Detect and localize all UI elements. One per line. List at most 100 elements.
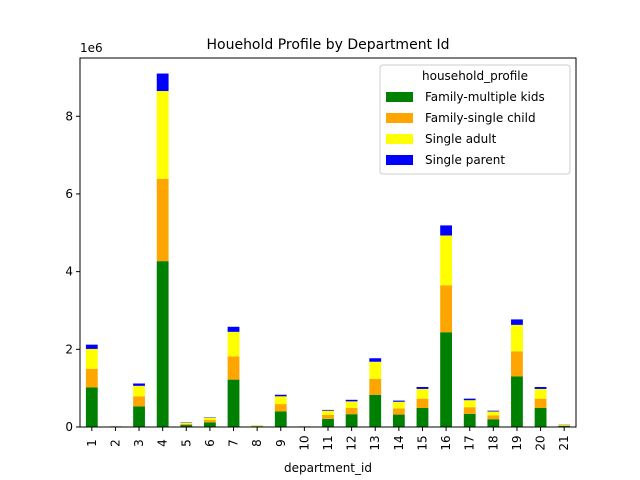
bar-segment	[227, 379, 240, 427]
bar-segment	[534, 388, 547, 399]
bar-segment	[440, 285, 452, 333]
x-tick-label: 9	[274, 439, 288, 447]
bar-segment	[345, 407, 358, 415]
bar-segment	[487, 411, 500, 416]
bar-segment	[85, 344, 98, 349]
x-tick-label: 20	[534, 435, 548, 450]
x-tick-label: 1	[85, 439, 99, 447]
bar-segment	[133, 385, 145, 397]
bar-segment	[85, 348, 98, 369]
bar-segment	[463, 407, 476, 414]
bar-segment	[274, 404, 287, 412]
bar-segment	[345, 414, 358, 427]
x-tick-label: 7	[227, 439, 241, 447]
bar-segment	[322, 418, 334, 427]
bar-segment	[369, 394, 382, 427]
bar-segment	[416, 386, 429, 389]
bar-segment	[369, 361, 382, 379]
x-tick-label: 8	[250, 439, 264, 447]
bar-segment	[204, 420, 216, 423]
bar-segment	[156, 261, 169, 427]
bar-segment	[440, 235, 452, 286]
bar-segment	[534, 398, 547, 408]
bar-segment	[133, 383, 145, 386]
legend-label: Single parent	[425, 153, 505, 167]
x-tick-label: 3	[132, 439, 146, 447]
bar-segment	[345, 399, 358, 402]
bar-segment	[534, 386, 547, 389]
x-tick-label: 10	[297, 435, 311, 450]
bar-segment	[534, 407, 547, 427]
legend-label: Family-single child	[425, 111, 536, 125]
bar-segment	[274, 396, 287, 405]
bar-segment	[558, 425, 571, 427]
legend-swatch	[386, 92, 413, 102]
bar-segment	[369, 378, 382, 395]
bar-segment	[511, 324, 523, 352]
bar-segment	[156, 73, 169, 92]
legend: household_profile Family-multiple kidsFa…	[379, 64, 571, 175]
bar-segment	[392, 414, 405, 427]
bar-segment	[416, 398, 429, 408]
bar-segment	[511, 319, 523, 325]
legend-swatch	[386, 155, 413, 165]
x-tick-label: 13	[368, 435, 382, 450]
x-tick-label: 15	[415, 435, 429, 450]
bar-segment	[392, 400, 405, 402]
bar-segment	[204, 422, 216, 427]
x-tick-label: 4	[156, 439, 170, 447]
y-ticks-group: 0 2 4 6 8	[65, 109, 80, 434]
x-tick-label: 14	[392, 435, 406, 450]
legend-swatch	[386, 113, 413, 123]
x-tick-label: 5	[179, 439, 193, 447]
bar-segment	[487, 419, 500, 427]
bar-segment	[511, 351, 523, 377]
bar-segment	[322, 409, 334, 411]
plot-frame	[79, 57, 577, 428]
bar-segment	[416, 407, 429, 427]
bar-segment	[558, 424, 571, 426]
legend-box	[379, 64, 571, 175]
bar-segment	[274, 411, 287, 427]
x-axis-title: department_id	[284, 461, 372, 475]
legend-label: Single adult	[425, 132, 497, 146]
bar-segment	[369, 358, 382, 362]
x-tick-label: 6	[203, 439, 217, 447]
legend-label: Family-multiple kids	[425, 90, 545, 104]
y-tick-label: 2	[65, 342, 73, 356]
x-tick-label: 16	[439, 435, 453, 450]
bar-segment	[463, 413, 476, 427]
bar-segment	[487, 410, 500, 412]
bar-segment	[440, 332, 452, 427]
chart-title: Houehold Profile by Department Id	[206, 37, 449, 53]
legend-items: Family-multiple kids Family-single child S…	[386, 90, 545, 167]
bar-segment	[322, 414, 334, 419]
bar-segment	[227, 331, 240, 357]
y-tick-label: 8	[65, 109, 73, 123]
x-tick-label: 11	[321, 435, 335, 450]
y-tick-label: 6	[65, 187, 73, 201]
bar-segment	[345, 401, 358, 408]
x-tick-label: 2	[108, 439, 122, 447]
bar-segment	[463, 400, 476, 408]
bar-segment	[180, 422, 193, 424]
y-tick-label: 4	[65, 265, 73, 279]
x-tick-label: 18	[486, 435, 500, 450]
bar-segment	[85, 387, 98, 427]
bar-segment	[227, 326, 240, 332]
x-tick-label: 12	[345, 435, 359, 450]
x-tick-label: 17	[463, 435, 477, 450]
y-offset-label: 1e6	[80, 41, 103, 55]
bar-segment	[180, 423, 193, 426]
bar-segment	[133, 396, 145, 407]
bar-segment	[392, 401, 405, 409]
bar-segment	[487, 415, 500, 420]
bar-segment	[85, 368, 98, 388]
bar-segment	[204, 417, 216, 421]
legend-swatch	[386, 134, 413, 144]
bar-segment	[274, 394, 287, 397]
bar-segment	[133, 406, 145, 427]
bar-segment	[463, 398, 476, 401]
x-ticks-group: 1 2 3 4 5 6 7 8 9 10 11 12 13 14 15 16 17 18 19 20 21	[85, 427, 571, 451]
